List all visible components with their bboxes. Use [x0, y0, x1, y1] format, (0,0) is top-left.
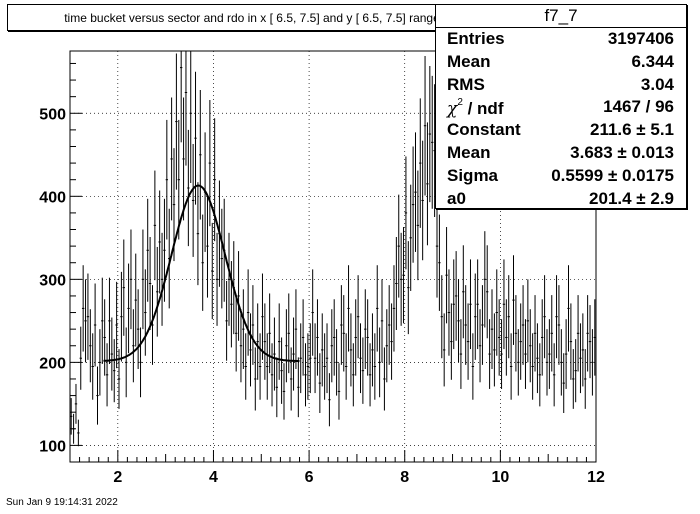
y-tick-label: 400 — [39, 189, 66, 206]
plot-frame — [69, 50, 597, 463]
stats-label: RMS — [447, 74, 485, 94]
stats-row-mean: Mean 6.344 — [436, 51, 686, 74]
stats-label: a0 — [447, 188, 466, 208]
stats-label: Mean — [447, 51, 491, 71]
stats-row-fit-mean: Mean 3.683 ± 0.013 — [436, 142, 686, 165]
stats-box: f7_7 Entries 3197406 Mean 6.344 RMS 3.04… — [435, 4, 687, 209]
stats-value: 3197406 — [607, 29, 674, 48]
stats-label: Constant — [447, 120, 521, 140]
stats-value: 3.04 — [640, 74, 674, 94]
stats-label: Mean — [447, 142, 491, 162]
y-tick-label: 500 — [39, 106, 66, 123]
stats-value: 1467 / 96 — [603, 97, 674, 117]
stats-histogram-name: f7_7 — [436, 5, 686, 28]
stats-value: 6.344 — [631, 51, 674, 71]
x-tick-label: 2 — [113, 469, 122, 486]
stats-row-sigma: Sigma 0.5599 ± 0.0175 — [436, 165, 686, 188]
x-tick-label: 10 — [491, 469, 509, 486]
y-tick-label: 300 — [39, 272, 66, 289]
y-tick-label: 100 — [39, 438, 66, 455]
stats-row-a0: a0 201.4 ± 2.9 — [436, 188, 686, 211]
stats-label: Sigma — [447, 165, 499, 185]
stats-row-chi2-ndf: χ2 / ndf 1467 / 96 — [436, 96, 686, 119]
stats-value: 3.683 ± 0.013 — [570, 142, 674, 162]
stats-row-constant: Constant 211.6 ± 5.1 — [436, 119, 686, 142]
stats-label: χ2 / ndf — [447, 97, 504, 120]
stats-value: 201.4 ± 2.9 — [589, 188, 674, 208]
y-tick-label: 200 — [39, 355, 66, 372]
fit-curve — [103, 184, 300, 363]
x-tick-label: 12 — [587, 469, 605, 486]
x-tick-label: 6 — [305, 469, 314, 486]
datestamp: Sun Jan 9 19:14:31 2022 — [6, 497, 118, 508]
stats-value: 0.5599 ± 0.0175 — [551, 165, 674, 185]
x-tick-label: 4 — [209, 469, 218, 486]
stats-label: Entries — [447, 29, 505, 48]
x-tick-label: 8 — [400, 469, 409, 486]
stats-row-rms: RMS 3.04 — [436, 74, 686, 97]
histogram-title: time bucket versus sector and rdo in x [… — [7, 4, 497, 31]
stats-value: 211.6 ± 5.1 — [589, 120, 674, 140]
stats-row-entries: Entries 3197406 — [436, 28, 686, 51]
